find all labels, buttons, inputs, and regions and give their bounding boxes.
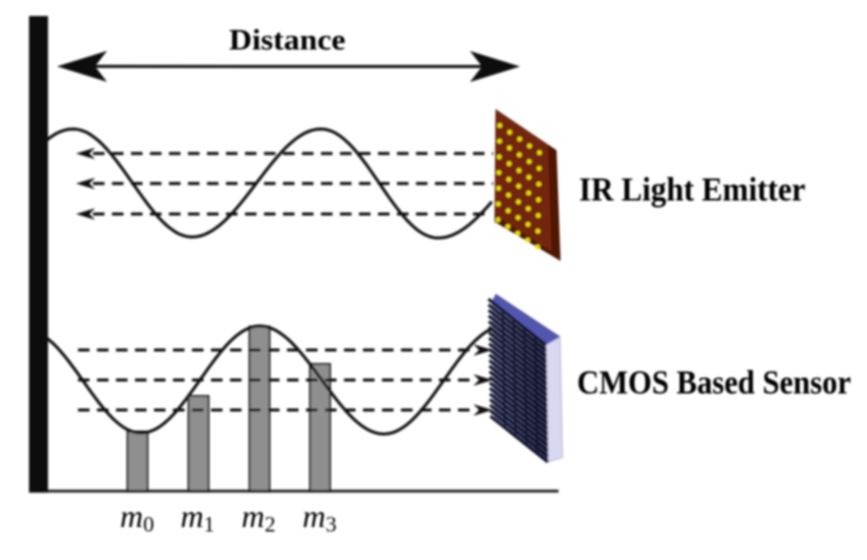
svg-text:IR Light Emitter: IR Light Emitter xyxy=(579,171,806,208)
svg-text:CMOS Based Sensor: CMOS Based Sensor xyxy=(577,365,851,402)
svg-text:Distance: Distance xyxy=(229,23,346,56)
